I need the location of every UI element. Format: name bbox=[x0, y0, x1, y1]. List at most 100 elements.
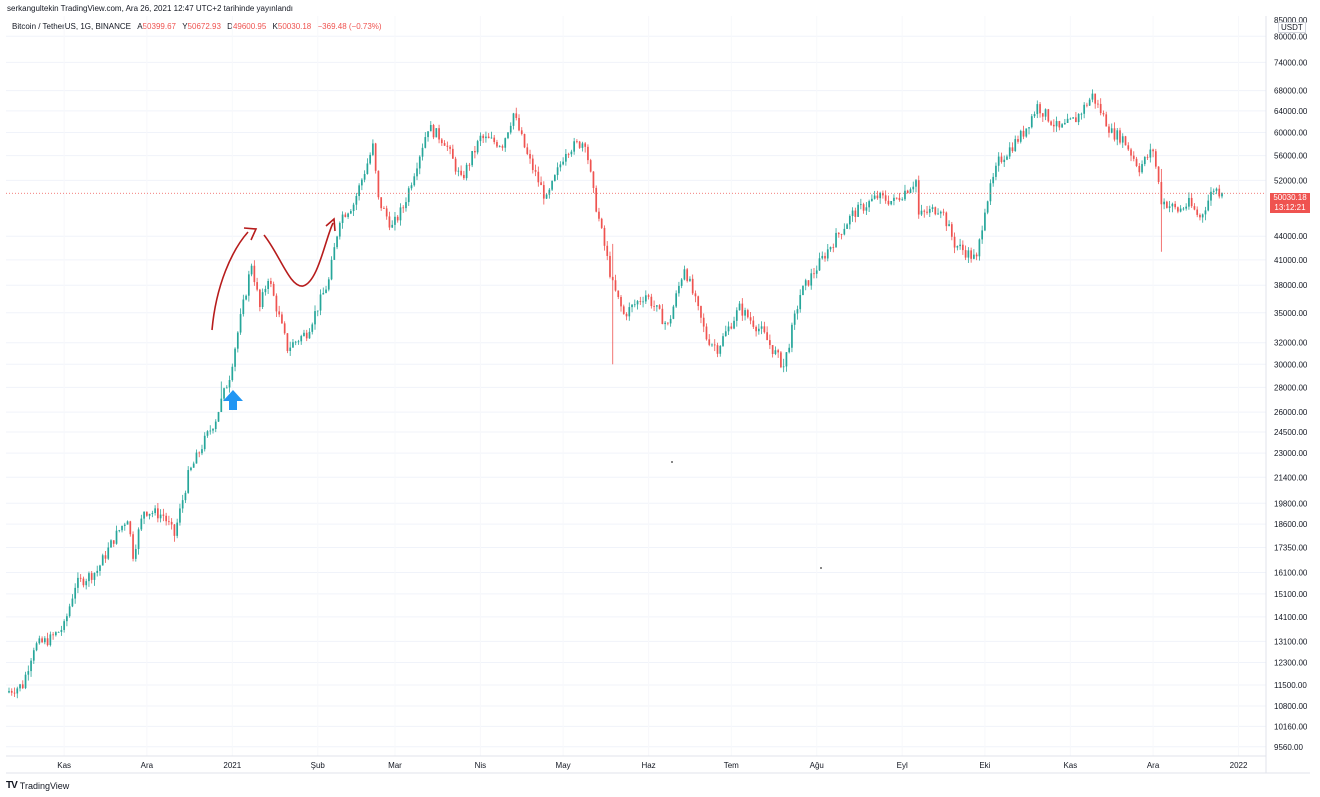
candle-body bbox=[912, 186, 915, 190]
candle-body bbox=[245, 295, 247, 300]
currency-label[interactable]: USDT bbox=[1278, 22, 1306, 33]
candle-body bbox=[802, 285, 804, 296]
candle-body bbox=[253, 265, 256, 283]
candle-body bbox=[760, 326, 763, 329]
candle-body bbox=[799, 295, 802, 310]
candle-body bbox=[1050, 121, 1052, 125]
time-tick-label: 2022 bbox=[1230, 761, 1248, 770]
candle-body bbox=[738, 303, 741, 311]
candle-body bbox=[956, 246, 959, 248]
footer-brand[interactable]: TV TradingView bbox=[6, 780, 69, 791]
candle-body bbox=[843, 228, 846, 235]
candle-body bbox=[8, 690, 10, 693]
candle-body bbox=[101, 555, 104, 566]
candle-body bbox=[868, 201, 870, 208]
candle-body bbox=[231, 366, 234, 381]
candle-body bbox=[369, 154, 371, 164]
candle-body bbox=[939, 211, 942, 214]
symbol-title: Bitcoin / TetherUS, 1G, BINANCE bbox=[12, 22, 132, 31]
candle-body bbox=[1058, 121, 1061, 128]
candle-body bbox=[278, 311, 281, 315]
candle-body bbox=[165, 515, 167, 522]
candle-body bbox=[1163, 201, 1165, 205]
candle-body bbox=[598, 211, 600, 219]
candle-body bbox=[465, 164, 468, 179]
candle-body bbox=[294, 341, 297, 343]
candle-body bbox=[10, 690, 13, 693]
candle-body bbox=[1108, 126, 1110, 133]
candle-body bbox=[534, 170, 537, 172]
candle-body bbox=[1039, 104, 1041, 114]
candle-body bbox=[471, 150, 474, 166]
candle-body bbox=[435, 128, 438, 138]
candle-body bbox=[507, 132, 509, 139]
candle-body bbox=[1152, 149, 1154, 152]
candle-body bbox=[633, 304, 636, 306]
candle-body bbox=[1188, 197, 1190, 207]
candle-body bbox=[303, 332, 305, 337]
candle-body bbox=[140, 518, 143, 530]
candle-body bbox=[661, 308, 664, 325]
candle-body bbox=[901, 199, 904, 201]
stray-dot bbox=[820, 567, 822, 569]
candle-body bbox=[581, 143, 584, 148]
candle-body bbox=[1003, 159, 1006, 163]
candle-body bbox=[1069, 118, 1072, 120]
candle-body bbox=[730, 326, 733, 329]
last-price-badge: 50030.18 13:12:21 bbox=[1270, 193, 1310, 213]
candle-body bbox=[267, 280, 269, 289]
price-tick-label: 35000.00 bbox=[1274, 309, 1308, 318]
candle-body bbox=[953, 236, 956, 248]
price-tick-label: 60000.00 bbox=[1274, 128, 1308, 137]
candle-body bbox=[77, 577, 79, 588]
candle-body bbox=[973, 254, 975, 259]
candle-body bbox=[1146, 156, 1149, 158]
candle-body bbox=[449, 146, 451, 149]
candle-body bbox=[399, 207, 402, 221]
candle-body bbox=[402, 207, 405, 209]
candle-body bbox=[545, 194, 548, 199]
candle-body bbox=[752, 320, 755, 327]
candle-body bbox=[948, 224, 950, 227]
candle-body bbox=[85, 581, 88, 586]
candle-body bbox=[184, 492, 187, 501]
time-tick-label: Mar bbox=[388, 761, 402, 770]
candle-body bbox=[937, 213, 939, 215]
candle-body bbox=[1166, 201, 1168, 208]
candle-body bbox=[410, 185, 413, 189]
candle-body bbox=[915, 180, 917, 187]
candle-body bbox=[942, 211, 945, 213]
candle-body bbox=[1196, 209, 1199, 215]
candle-body bbox=[1157, 166, 1160, 183]
candle-body bbox=[611, 276, 614, 281]
time-tick-label: Haz bbox=[641, 761, 655, 770]
candle-body bbox=[361, 179, 363, 186]
price-tick-label: 28000.00 bbox=[1274, 383, 1308, 392]
candle-body bbox=[1132, 155, 1135, 159]
candle-body bbox=[835, 232, 837, 248]
candle-body bbox=[308, 331, 311, 339]
candle-body bbox=[653, 306, 655, 307]
candle-body bbox=[669, 318, 672, 324]
candle-body bbox=[1105, 114, 1108, 127]
candle-body bbox=[917, 180, 920, 215]
candle-body bbox=[655, 305, 658, 307]
candle-body bbox=[1116, 130, 1119, 140]
candle-body bbox=[212, 429, 214, 431]
candle-body bbox=[898, 197, 901, 201]
candle-body bbox=[451, 148, 454, 159]
candle-body bbox=[363, 173, 366, 180]
candle-body bbox=[1019, 130, 1022, 142]
candle-body bbox=[388, 216, 391, 228]
time-tick-label: Şub bbox=[311, 761, 326, 770]
price-tick-label: 13100.00 bbox=[1274, 637, 1308, 646]
candle-body bbox=[904, 190, 906, 200]
candle-body bbox=[440, 139, 443, 144]
candle-body bbox=[468, 164, 471, 166]
candle-body bbox=[989, 183, 992, 202]
candle-body bbox=[644, 295, 647, 302]
candle-body bbox=[548, 189, 551, 195]
candle-body bbox=[90, 573, 93, 580]
candle-body bbox=[148, 513, 151, 516]
